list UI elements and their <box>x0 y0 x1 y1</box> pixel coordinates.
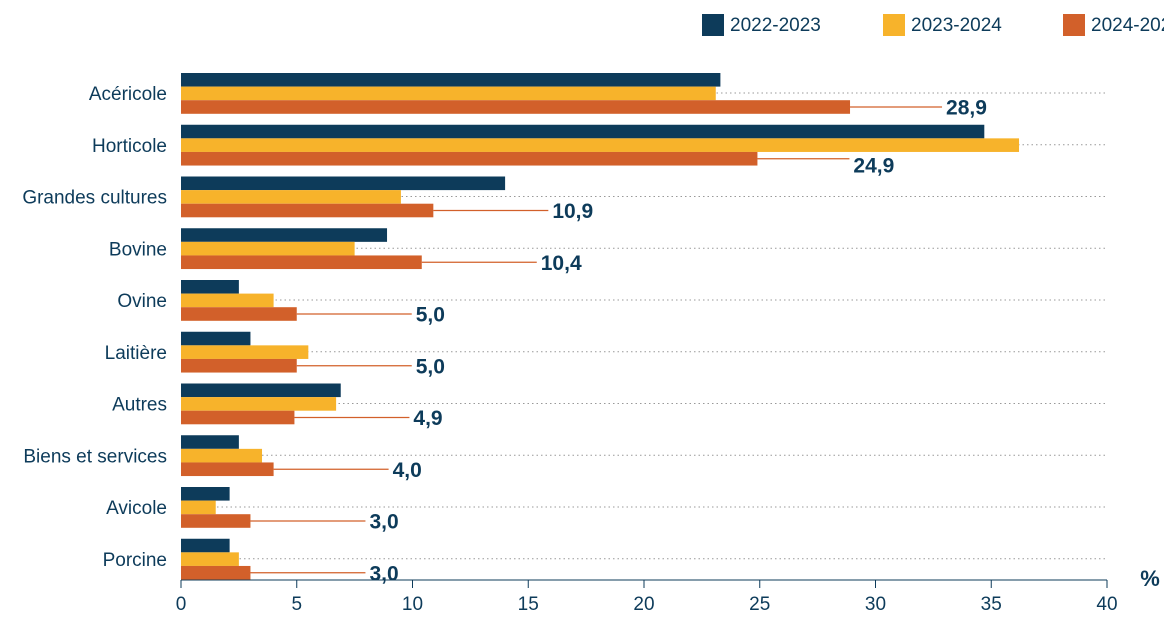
legend-swatch <box>1063 14 1085 36</box>
bar <box>181 345 309 359</box>
y-tick-label: Autres <box>112 395 167 416</box>
bar <box>181 100 851 114</box>
x-tick-label: 40 <box>1096 594 1117 615</box>
bar <box>181 176 506 191</box>
bar <box>181 358 297 373</box>
x-tick-label: 25 <box>749 594 770 615</box>
bar <box>181 410 295 425</box>
bar <box>181 151 758 166</box>
y-tick-label: Acéricole <box>89 84 167 105</box>
y-tick-label: Bovine <box>109 239 167 260</box>
value-label: 10,4 <box>541 252 582 275</box>
bar <box>181 73 721 87</box>
y-tick-label: Avicole <box>106 498 167 519</box>
value-label: 5,0 <box>416 355 445 378</box>
value-label: 3,0 <box>369 511 398 534</box>
bar <box>181 383 341 398</box>
x-tick-label: 30 <box>865 594 886 615</box>
bar <box>181 500 216 515</box>
bar <box>181 138 1020 152</box>
value-label: 5,0 <box>416 304 445 327</box>
bar <box>181 487 230 501</box>
x-axis-label: % <box>1140 566 1160 591</box>
y-tick-label: Biens et services <box>23 446 167 467</box>
x-tick-label: 35 <box>981 594 1002 615</box>
bar <box>181 280 239 294</box>
bar <box>181 565 251 580</box>
x-tick-label: 20 <box>633 594 654 615</box>
bar <box>181 435 239 449</box>
y-tick-label: Ovine <box>117 291 167 312</box>
bar <box>181 255 422 270</box>
value-label: 4,0 <box>393 459 422 482</box>
legend-label: 2022-2023 <box>730 15 821 36</box>
bar <box>181 397 337 411</box>
bar <box>181 514 251 528</box>
x-tick-label: 15 <box>518 594 539 615</box>
bar <box>181 552 239 566</box>
bar <box>181 124 985 139</box>
bar <box>181 293 274 308</box>
x-tick-label: 10 <box>402 594 423 615</box>
x-tick-label: 0 <box>176 594 187 615</box>
value-label: 4,9 <box>413 407 442 430</box>
value-label: 3,0 <box>369 562 398 585</box>
bar <box>181 190 401 204</box>
bar <box>181 203 434 218</box>
bar <box>181 241 355 256</box>
value-label: 10,9 <box>552 200 593 223</box>
legend-swatch <box>883 14 905 36</box>
x-tick-label: 5 <box>291 594 302 615</box>
legend-swatch <box>702 14 724 36</box>
y-tick-label: Horticole <box>92 136 167 157</box>
value-label: 28,9 <box>946 97 987 120</box>
y-tick-label: Grandes cultures <box>22 188 167 209</box>
value-label: 24,9 <box>853 154 894 177</box>
bar <box>181 86 716 101</box>
bar <box>181 538 230 553</box>
y-tick-label: Laitière <box>105 343 167 364</box>
bar <box>181 307 297 321</box>
bar <box>181 462 274 477</box>
y-tick-label: Porcine <box>103 550 167 571</box>
bar <box>181 448 263 463</box>
bar <box>181 228 388 242</box>
legend-label: 2023-2024 <box>911 15 1002 36</box>
bar <box>181 331 251 346</box>
